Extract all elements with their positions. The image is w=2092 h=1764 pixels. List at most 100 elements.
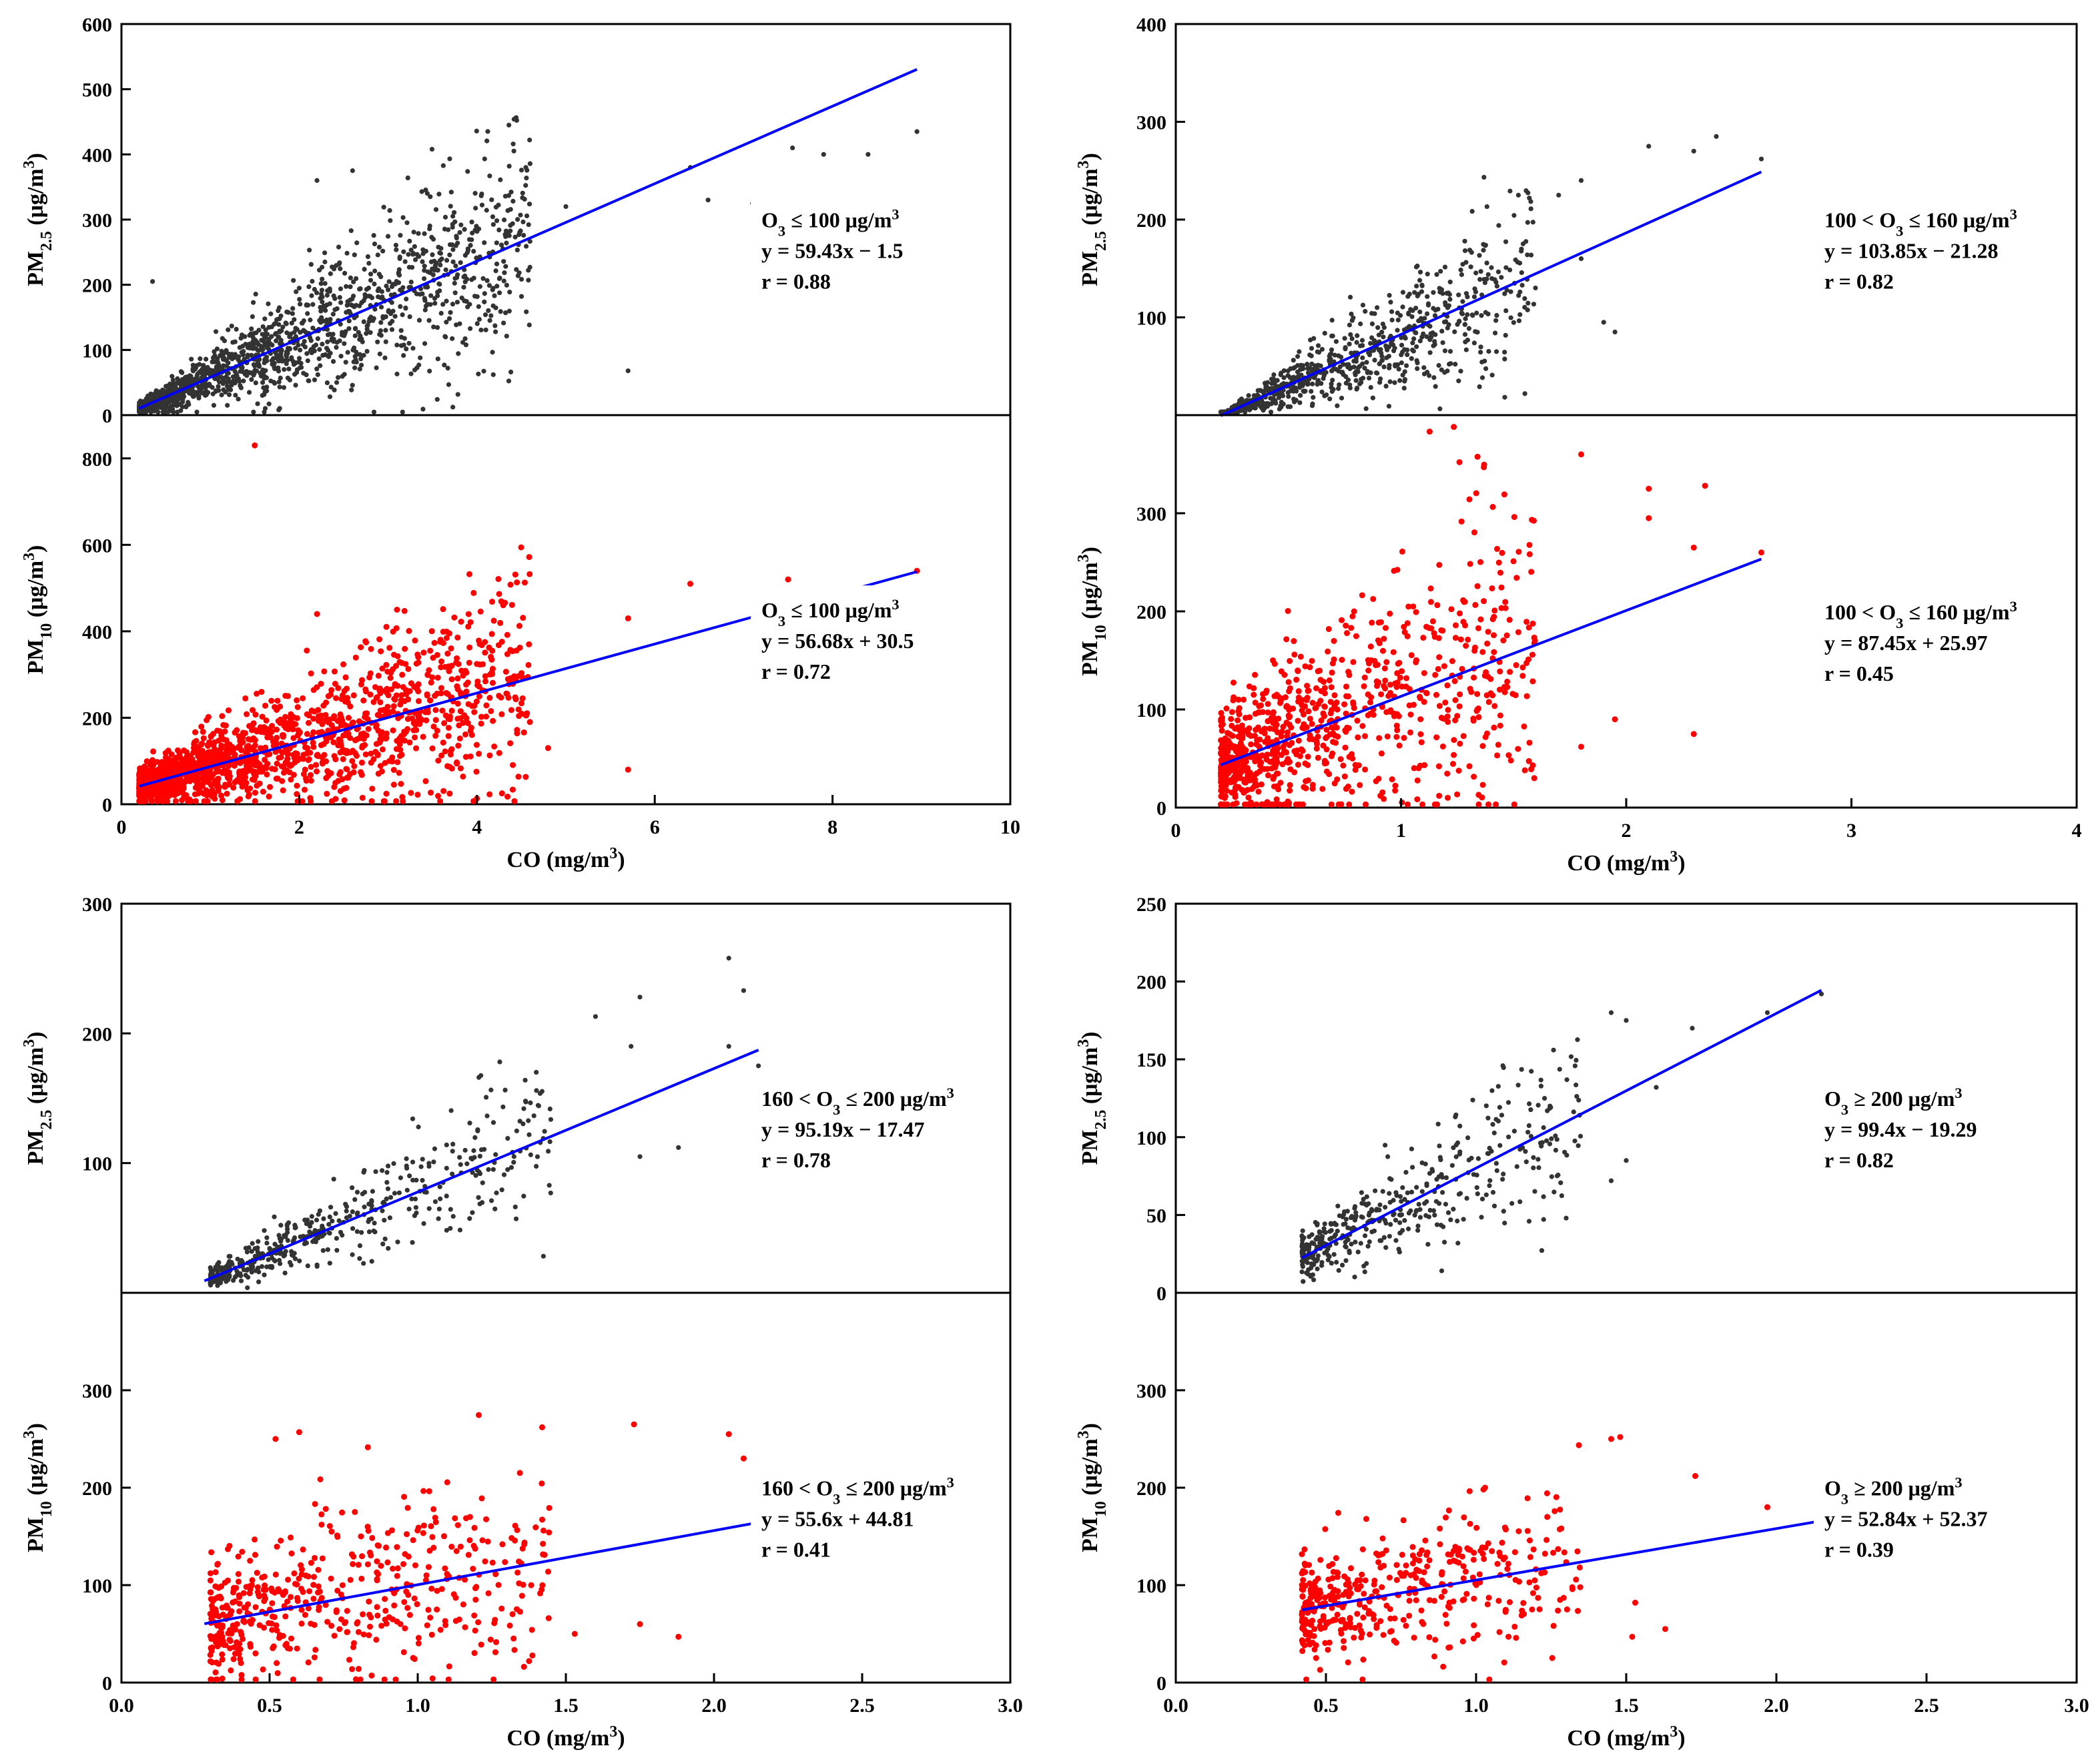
data-point — [482, 291, 487, 296]
annotation-background — [751, 195, 964, 296]
data-point — [1483, 669, 1489, 675]
data-point — [1358, 321, 1363, 326]
data-point — [361, 319, 366, 324]
data-point — [1271, 372, 1277, 378]
data-point — [463, 342, 468, 348]
data-point — [469, 220, 474, 225]
data-point — [404, 715, 411, 722]
data-point — [1528, 199, 1533, 204]
data-point — [1309, 346, 1315, 351]
data-point — [1293, 676, 1300, 683]
data-point — [498, 790, 505, 797]
data-point — [241, 378, 246, 384]
data-point — [455, 392, 460, 397]
data-point — [1301, 389, 1307, 394]
y-tick-label: 400 — [82, 144, 112, 166]
data-point — [452, 280, 457, 286]
data-point — [1477, 559, 1484, 565]
data-point — [1344, 630, 1351, 637]
data-point — [372, 748, 379, 755]
data-point — [1329, 724, 1335, 731]
data-point — [1511, 514, 1517, 521]
data-point — [502, 668, 509, 675]
data-point — [1508, 315, 1513, 320]
data-point — [292, 317, 297, 322]
data-point — [1489, 372, 1495, 378]
data-point — [398, 780, 404, 787]
data-point — [405, 175, 410, 181]
data-point — [304, 372, 309, 378]
data-point — [521, 579, 528, 586]
data-point — [314, 768, 320, 775]
data-point — [1283, 636, 1290, 643]
data-point — [1336, 353, 1341, 358]
data-point — [266, 793, 272, 800]
data-point — [245, 742, 252, 749]
data-point — [339, 332, 345, 338]
data-point — [219, 348, 224, 354]
data-point — [1273, 384, 1279, 390]
data-point — [291, 278, 296, 283]
data-point — [1511, 213, 1517, 218]
data-point — [442, 712, 449, 719]
data-point — [442, 214, 448, 220]
data-point — [1316, 350, 1322, 355]
data-point — [190, 367, 196, 372]
data-point — [166, 405, 171, 410]
data-point — [465, 169, 470, 174]
data-point — [1349, 318, 1355, 323]
data-point — [1355, 333, 1360, 338]
data-point — [434, 727, 440, 734]
data-point — [226, 781, 233, 788]
data-point — [1477, 616, 1484, 623]
data-point — [1419, 318, 1424, 323]
data-point — [179, 797, 186, 804]
data-point — [282, 713, 289, 720]
data-point — [1503, 265, 1509, 270]
data-point — [448, 310, 453, 315]
data-point — [194, 762, 200, 768]
data-point — [224, 350, 229, 355]
data-point — [368, 645, 374, 652]
data-point — [489, 671, 496, 677]
data-point — [1259, 766, 1265, 772]
data-point — [1368, 384, 1373, 390]
data-point — [1285, 373, 1291, 378]
data-point — [334, 340, 340, 345]
data-point — [350, 748, 356, 754]
data-point — [260, 788, 266, 795]
data-point — [376, 294, 381, 300]
outlier-point — [1522, 391, 1527, 396]
data-point — [147, 406, 153, 411]
data-point — [200, 735, 207, 742]
data-point — [440, 606, 446, 613]
data-point — [274, 317, 280, 322]
data-point — [1452, 329, 1457, 334]
data-point — [1315, 378, 1321, 383]
data-point — [351, 279, 356, 284]
data-point — [1529, 678, 1536, 685]
data-point — [482, 240, 487, 246]
data-point — [1496, 223, 1501, 228]
data-point — [264, 384, 270, 390]
data-point — [494, 218, 500, 224]
data-point — [301, 318, 306, 324]
data-point — [428, 790, 434, 796]
data-point — [357, 336, 362, 342]
data-point — [406, 252, 411, 257]
data-point — [1504, 288, 1509, 293]
data-point — [1270, 748, 1277, 754]
data-point — [462, 754, 469, 760]
data-point — [332, 796, 339, 802]
data-point — [304, 731, 310, 738]
data-point — [340, 721, 347, 728]
data-point — [277, 703, 284, 710]
data-point — [1528, 206, 1533, 212]
data-point — [1335, 403, 1340, 408]
data-point — [384, 283, 389, 289]
data-point — [1355, 734, 1361, 741]
data-point — [350, 692, 357, 699]
data-point — [1531, 302, 1537, 307]
data-point — [518, 294, 525, 299]
